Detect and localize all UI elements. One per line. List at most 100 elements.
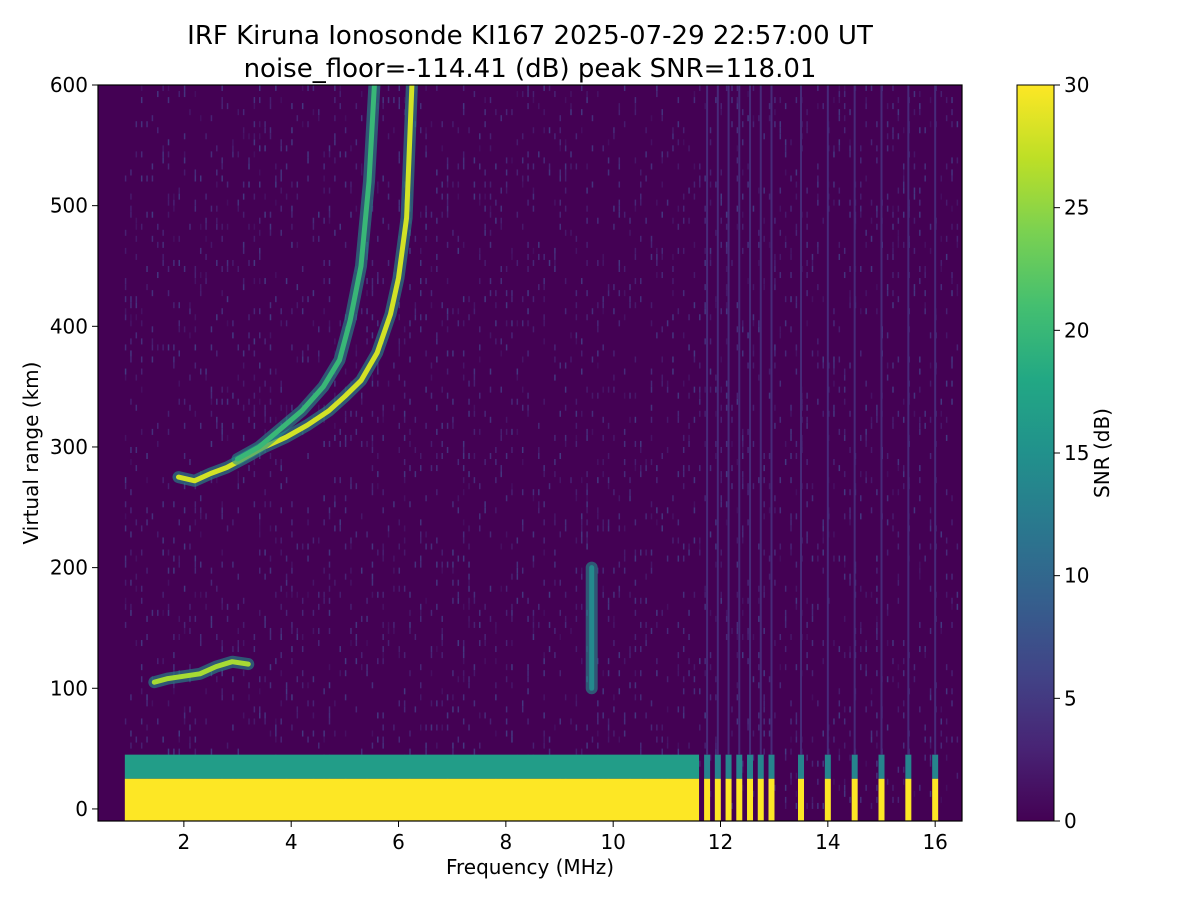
colorbar-tick-label: 10 <box>1064 564 1089 588</box>
noise-cell <box>124 284 127 291</box>
noise-cell <box>897 217 900 224</box>
noise-cell <box>870 736 873 743</box>
noise-cell <box>951 519 953 526</box>
noise-cell <box>784 802 787 809</box>
noise-cell <box>167 290 170 297</box>
noise-cell <box>189 603 191 610</box>
noise-cell <box>360 513 363 520</box>
noise-cell <box>140 85 143 92</box>
noise-cell <box>618 688 621 695</box>
noise-cell <box>382 434 384 441</box>
channel-fringe <box>725 754 732 779</box>
noise-cell <box>806 664 808 671</box>
noise-cell <box>194 736 197 743</box>
noise-cell <box>940 531 943 538</box>
noise-cell <box>232 561 234 568</box>
noise-cell <box>446 181 449 188</box>
noise-cell <box>919 543 921 550</box>
x-axis: 2 4 6 8 10 12 14 16 <box>177 821 948 854</box>
noise-cell <box>360 652 363 659</box>
noise-cell <box>951 278 953 285</box>
noise-cell <box>237 374 240 381</box>
noise-cell <box>758 229 760 236</box>
noise-cell <box>795 302 798 309</box>
noise-cell <box>328 187 331 194</box>
noise-cell <box>328 278 331 285</box>
noise-cell <box>704 205 706 212</box>
noise-cell <box>521 133 524 140</box>
noise-cell <box>715 374 717 381</box>
noise-cell <box>194 615 197 622</box>
noise-cell <box>586 241 588 248</box>
noise-cell <box>221 561 223 568</box>
noise-cell <box>264 121 266 128</box>
noise-cell <box>688 465 690 472</box>
noise-cell <box>559 477 562 484</box>
noise-cell <box>843 718 846 725</box>
noise-cell <box>699 362 701 369</box>
noise-cell <box>264 573 266 580</box>
noise-cell <box>677 471 680 478</box>
noise-cell <box>586 501 588 508</box>
noise-cell <box>398 151 401 158</box>
noise-cell <box>511 640 513 647</box>
noise-cell <box>656 507 658 514</box>
noise-cell <box>677 416 680 423</box>
noise-cell <box>173 356 175 363</box>
noise-cell <box>280 736 282 743</box>
noise-cell <box>157 272 159 279</box>
noise-cell <box>586 531 588 538</box>
noise-cell <box>473 621 476 628</box>
noise-cell <box>124 477 127 484</box>
noise-cell <box>672 217 674 224</box>
noise-cell <box>806 459 808 466</box>
noise-cell <box>269 133 272 140</box>
noise-cell <box>258 145 261 152</box>
noise-cell <box>865 404 867 411</box>
noise-cell <box>843 374 846 381</box>
noise-cell <box>688 549 690 556</box>
noise-cell <box>656 247 658 254</box>
noise-cell <box>419 326 422 333</box>
noise-cell <box>688 422 690 429</box>
noise-cell <box>929 543 932 550</box>
noise-cell <box>301 646 304 653</box>
noise-cell <box>280 507 282 514</box>
noise-cell <box>511 290 513 297</box>
noise-cell <box>736 326 739 333</box>
noise-cell <box>495 694 497 701</box>
noise-cell <box>527 676 529 683</box>
noise-cell <box>403 688 406 695</box>
noise-cell <box>629 489 631 496</box>
noise-cell <box>672 368 674 375</box>
noise-cell <box>543 519 545 526</box>
noise-cell <box>833 459 835 466</box>
noise-cell <box>774 259 776 266</box>
noise-cell <box>291 724 293 731</box>
noise-cell <box>291 531 293 538</box>
noise-cell <box>382 103 384 110</box>
noise-cell <box>334 501 336 508</box>
noise-cell <box>849 706 851 713</box>
noise-cell <box>500 223 502 230</box>
noise-cell <box>500 465 502 472</box>
noise-cell <box>559 609 562 616</box>
noise-cell <box>586 507 588 514</box>
noise-cell <box>280 652 282 659</box>
noise-cell <box>715 561 717 568</box>
noise-cell <box>446 326 449 333</box>
noise-cell <box>618 265 621 273</box>
noise-cell <box>758 543 760 550</box>
noise-cell <box>629 591 631 598</box>
noise-cell <box>672 356 674 363</box>
noise-cell <box>221 549 223 556</box>
noise-cell <box>462 296 465 303</box>
noise-cell <box>833 380 835 387</box>
noise-cell <box>580 368 583 375</box>
noise-cell <box>822 217 824 224</box>
noise-cell <box>382 658 384 665</box>
noise-cell <box>468 296 470 303</box>
noise-cell <box>682 205 685 212</box>
noise-cell <box>795 736 798 743</box>
noise-cell <box>382 278 384 285</box>
